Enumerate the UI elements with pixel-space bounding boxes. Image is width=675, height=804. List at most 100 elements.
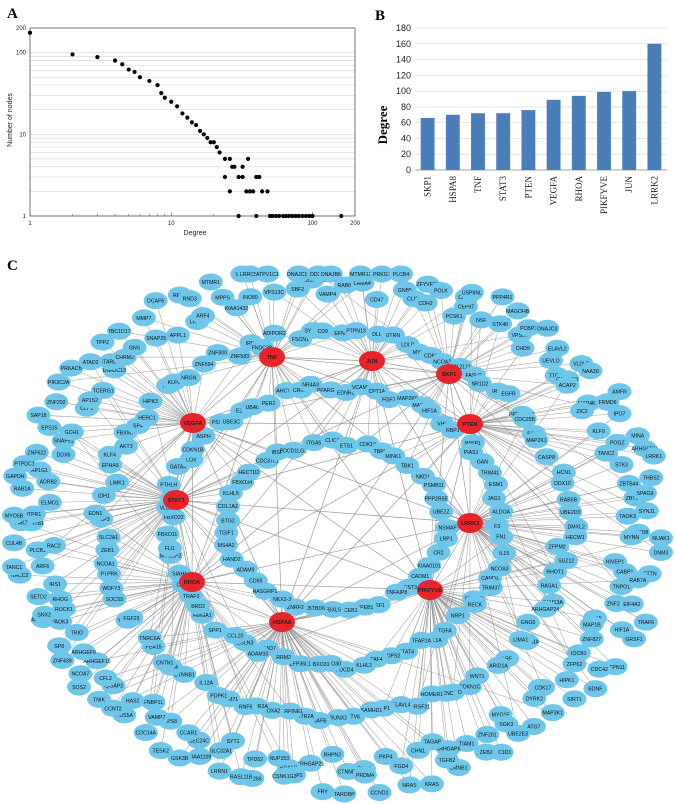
gene-label: HIVEP1 bbox=[606, 560, 625, 566]
gene-label: RAB5B bbox=[560, 497, 578, 503]
network-edge bbox=[175, 499, 220, 772]
node-circle bbox=[236, 463, 261, 481]
gene-label: ESM1 bbox=[489, 482, 503, 488]
node-circle bbox=[2, 506, 26, 524]
gene-node: ZFP62 bbox=[562, 655, 587, 673]
network-edge bbox=[429, 561, 616, 591]
gene-label: ATPV1C1 bbox=[256, 272, 279, 278]
data-point bbox=[232, 164, 237, 169]
hub-node-skp1: SKP1 bbox=[436, 364, 462, 384]
gene-node: ARF6 bbox=[30, 557, 55, 575]
gene-label: ETV6 bbox=[347, 714, 360, 720]
gene-label: SIAH1 bbox=[172, 571, 187, 577]
gene-label: CDK6 bbox=[424, 353, 438, 359]
gene-node: CASP8 bbox=[534, 448, 559, 466]
network-edge bbox=[78, 581, 193, 688]
gene-label: MINA bbox=[631, 434, 645, 440]
gene-label: TBC1D17 bbox=[108, 329, 131, 335]
network-edge bbox=[371, 360, 471, 425]
gene-node: GNG5 bbox=[516, 613, 541, 631]
gene-node: RUNX2 bbox=[326, 709, 351, 727]
network-edge bbox=[417, 589, 431, 751]
gene-label: BTG2 bbox=[221, 518, 235, 524]
data-point bbox=[120, 62, 125, 67]
gene-node: UBE2E3 bbox=[506, 724, 531, 742]
network-edge bbox=[429, 589, 596, 619]
node-circle bbox=[143, 292, 168, 310]
gene-node: ARF4 bbox=[190, 307, 215, 325]
gene-label: ZEB2 bbox=[480, 750, 493, 756]
network-edge bbox=[429, 589, 568, 681]
gene-label: ARHGEF9 bbox=[71, 650, 96, 656]
gene-label: SGK3 bbox=[499, 722, 513, 728]
y-axis-label: Number of nodes bbox=[7, 93, 14, 147]
node-circle bbox=[555, 376, 580, 394]
gene-node: GSK3B bbox=[167, 749, 192, 767]
gene-label: ITPR1 bbox=[27, 512, 42, 518]
gene-label: PTHLH bbox=[160, 483, 177, 489]
gene-label: CD47 bbox=[370, 298, 383, 304]
gene-node: MYNN bbox=[619, 528, 644, 546]
data-point bbox=[180, 111, 185, 116]
gene-label: NCOA1 bbox=[97, 561, 115, 567]
node-circle bbox=[512, 410, 537, 428]
node-circle bbox=[488, 315, 513, 333]
gene-node: MYO5B bbox=[2, 506, 26, 524]
gene-node: ADIPOR2 bbox=[262, 324, 287, 342]
gene-label: BRD2 bbox=[191, 604, 205, 610]
network-edge bbox=[429, 536, 502, 591]
network-edge bbox=[281, 621, 553, 713]
gene-node: CDKN1B bbox=[180, 440, 205, 458]
node-circle bbox=[367, 783, 392, 801]
gene-label: SNAP91 bbox=[54, 439, 74, 445]
gene-node: VAMP7 bbox=[144, 708, 169, 726]
gene-label: CDK17 bbox=[535, 685, 552, 691]
gene-label: ZFYVE26 bbox=[416, 282, 439, 288]
node-circle bbox=[262, 324, 287, 342]
node-circle bbox=[632, 484, 657, 502]
node-circle bbox=[462, 595, 487, 613]
gene-label: ZNF800 bbox=[208, 351, 227, 357]
gene-label: CABP1 bbox=[616, 570, 633, 576]
gene-label: UBE3C bbox=[223, 420, 241, 426]
gene-label: MINK1 bbox=[385, 454, 401, 460]
gene-label: ZFPM2 bbox=[549, 544, 566, 550]
gene-label: CCNC bbox=[438, 691, 453, 697]
gene-node: EPS15 bbox=[37, 418, 62, 436]
gene-label: NAA30 bbox=[582, 369, 599, 375]
hub-label: STAT3 bbox=[168, 498, 185, 504]
node-circle bbox=[310, 322, 335, 340]
node-circle bbox=[152, 654, 177, 672]
gene-label: ROCK1 bbox=[55, 607, 73, 613]
data-point bbox=[132, 69, 137, 75]
gene-label: UBE2E3 bbox=[508, 731, 528, 737]
hub-node-rhoa: RHOA bbox=[179, 572, 205, 592]
gene-node: MTMR12 bbox=[348, 265, 373, 283]
node-circle bbox=[533, 600, 558, 618]
gene-node: EDN1 bbox=[83, 504, 108, 522]
gene-label: VHL bbox=[437, 422, 447, 428]
gene-label: ZNF281 bbox=[478, 733, 497, 739]
network-edge bbox=[281, 621, 311, 764]
gene-node: DNM3 bbox=[649, 543, 673, 561]
gene-label: FNDC3B bbox=[252, 345, 273, 351]
data-point bbox=[189, 120, 194, 125]
gene-node: RND3 bbox=[177, 290, 202, 308]
gene-label: KRAS bbox=[425, 782, 440, 788]
category-label: PIKFYVE bbox=[599, 176, 609, 215]
node-circle bbox=[579, 615, 604, 633]
node-circle bbox=[298, 375, 323, 393]
node-circle bbox=[649, 543, 673, 561]
node-circle bbox=[51, 445, 76, 463]
node-circle bbox=[192, 355, 217, 373]
gene-label: MAP2K6 bbox=[397, 396, 418, 402]
gene-node: TNFAIP8 bbox=[384, 583, 409, 601]
node-circle bbox=[87, 690, 112, 708]
gene-label: ZNF439 bbox=[53, 658, 72, 664]
network-edge bbox=[105, 621, 283, 679]
gene-node: DNAJB6 bbox=[318, 265, 343, 283]
gene-label: TRAF3 bbox=[183, 594, 200, 600]
bar-pikfyve bbox=[597, 91, 611, 170]
gene-label: ZNF236 bbox=[607, 601, 626, 607]
